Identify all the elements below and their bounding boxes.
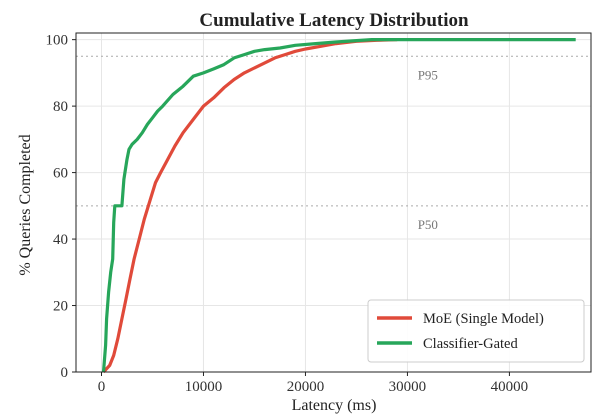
legend-label-moe: MoE (Single Model) [423, 311, 544, 327]
legend-label-classifier-gated: Classifier-Gated [423, 336, 518, 352]
legend-box [367, 299, 585, 363]
y-tick-label: 100 [46, 33, 69, 49]
tick-layer: 0 10000 20000 30000 40000 0 20 40 60 80 100 [46, 33, 529, 395]
y-tick-label: 40 [53, 232, 68, 248]
x-tick-label: 20000 [287, 379, 325, 395]
reference-lines: P95 P50 [76, 55, 591, 232]
chart-title: Cumulative Latency Distribution [199, 10, 469, 31]
legend: MoE (Single Model) Classifier-Gated [367, 299, 585, 363]
y-tick-label: 60 [53, 166, 68, 182]
series-layer [101, 38, 576, 374]
y-tick-label: 20 [53, 299, 68, 315]
series-line-classifier-gated [101, 38, 576, 373]
y-tick-label: 0 [61, 365, 69, 381]
x-tick-label: 10000 [185, 379, 223, 395]
reference-label-p95: P95 [418, 67, 438, 82]
y-tick-label: 80 [53, 99, 68, 115]
y-axis-label: % Queries Completed [17, 134, 34, 275]
series-line-moe [102, 38, 398, 374]
reference-label-p50: P50 [418, 217, 438, 232]
x-tick-label: 30000 [389, 379, 427, 395]
x-tick-label: 0 [98, 379, 106, 395]
x-tick-label: 40000 [491, 379, 529, 395]
x-axis-label: Latency (ms) [292, 397, 377, 414]
plot-frame [75, 32, 592, 373]
